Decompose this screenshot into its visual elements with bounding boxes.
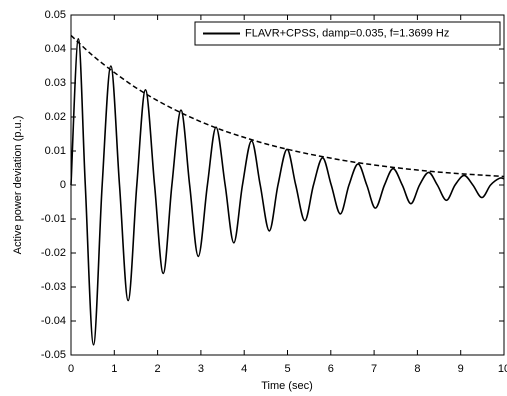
x-tick-label: 7 [371,363,377,375]
y-tick-label: -0.02 [41,247,66,259]
y-tick-label: 0.02 [45,111,66,123]
y-tick-label: 0.04 [45,43,66,55]
y-tick-label: 0.05 [45,9,66,21]
y-tick-label: 0.01 [45,145,66,157]
x-tick-label: 10 [498,363,507,375]
x-tick-label: 1 [111,363,117,375]
legend-box [194,21,501,46]
y-axis-label: Active power deviation (p.u.) [12,116,24,255]
x-tick-label: 6 [328,363,334,375]
x-tick-label: 2 [155,363,161,375]
line [70,37,505,346]
y-tick-label: -0.04 [41,315,66,327]
x-tick-label: 5 [284,363,290,375]
y-tick-label: 0.03 [45,77,66,89]
x-axis-label: Time (sec) [261,380,313,392]
x-tick-label: 3 [198,363,204,375]
y-tick-label: 0 [60,179,66,191]
x-tick-label: 4 [241,363,247,375]
legend-label: FLAVR+CPSS, damp=0.035, f=1.3699 Hz [245,27,449,39]
y-tick-label: -0.03 [41,281,66,293]
plot-frame [70,14,505,356]
line [70,34,505,178]
x-tick-label: 0 [68,363,74,375]
y-tick-label: -0.01 [41,213,66,225]
x-tick-label: 8 [414,363,420,375]
x-tick-label: 9 [458,363,464,375]
y-tick-label: -0.05 [41,349,66,361]
